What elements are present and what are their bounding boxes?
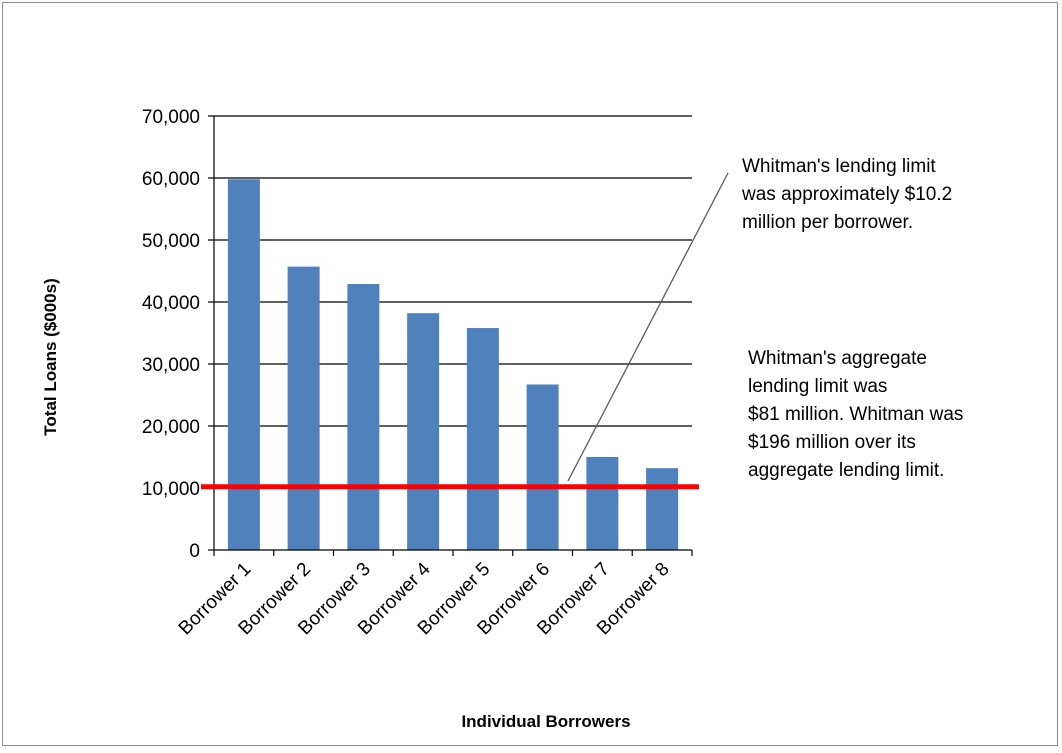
bar [466,328,499,550]
y-tick-label: 60,000 [142,169,200,190]
chart-canvas: 0 10,000 20,000 30,000 40,000 50,000 60,000 70,… [41,107,963,731]
y-tick-label: 0 [189,541,200,562]
gridlines [214,115,692,489]
bar [287,266,320,550]
annotation-leader-line [567,172,729,482]
y-tick-label: 40,000 [142,293,200,314]
y-tick-label: 20,000 [142,417,200,438]
annotation-aggregate-limit: Whitman's aggregate lending limit was $81 … [748,348,963,481]
bar [586,457,619,550]
annotation-line: was approximately $10.2 [741,184,952,205]
annotation-lending-limit: Whitman's lending limit was approximately… [741,156,952,233]
y-axis-title: Total Loans ($000s) [41,278,60,435]
annotation-line: lending limit was [748,376,887,397]
bar [347,284,380,550]
y-tick-label: 50,000 [142,231,200,252]
annotation-line: million per borrower. [742,212,913,233]
x-axis-title: Individual Borrowers [461,712,630,731]
bar [526,384,559,550]
annotation-line: Whitman's aggregate [748,348,927,369]
bar [407,313,440,550]
annotation-line: aggregate lending limit. [748,460,944,481]
bars [227,179,679,551]
annotation-line: $196 million over its [748,432,916,453]
annotations: Whitman's lending limit was approximately… [567,156,963,482]
axes [208,115,693,556]
annotation-line: $81 million. Whitman was [748,404,963,425]
y-tick-label: 10,000 [142,479,200,500]
bar [646,468,679,550]
y-tick-label: 70,000 [142,107,200,128]
bar [227,179,260,551]
y-tick-label: 30,000 [142,355,200,376]
annotation-line: Whitman's lending limit [742,156,936,177]
